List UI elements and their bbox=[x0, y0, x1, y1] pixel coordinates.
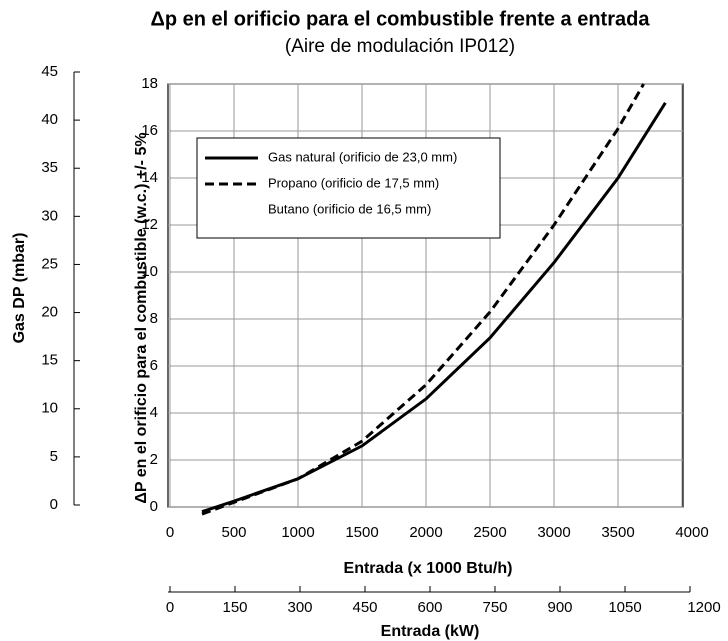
x2-tick-label: 150 bbox=[222, 599, 247, 616]
y2-tick-label: 15 bbox=[41, 352, 58, 369]
x2-tick-label: 600 bbox=[417, 599, 442, 616]
x-tick-label: 1500 bbox=[345, 524, 378, 541]
y2-tick-label: 10 bbox=[41, 400, 58, 417]
x-tick-label: 3500 bbox=[601, 524, 634, 541]
legend-label: Propano (orificio de 17,5 mm) bbox=[268, 175, 439, 190]
x2-tick-label: 300 bbox=[287, 599, 312, 616]
y-tick-label: 8 bbox=[150, 310, 158, 327]
x2-tick-label: 750 bbox=[482, 599, 507, 616]
x2-tick-label: 0 bbox=[166, 599, 174, 616]
x-tick-label: 2500 bbox=[473, 524, 506, 541]
chart-title: Δp en el orificio para el combustible fr… bbox=[151, 8, 651, 30]
y-tick-label: 16 bbox=[141, 122, 158, 139]
y2-tick-label: 25 bbox=[41, 255, 58, 272]
y-tick-label: 2 bbox=[150, 451, 158, 468]
y2-tick-label: 20 bbox=[41, 304, 58, 321]
chart-subtitle: (Aire de modulación IP012) bbox=[285, 36, 515, 57]
x2-tick-label: 1200 bbox=[687, 599, 720, 616]
y-tick-label: 12 bbox=[141, 216, 158, 233]
x-tick-label: 0 bbox=[166, 524, 174, 541]
x-tick-label: 2000 bbox=[409, 524, 442, 541]
x2-tick-label: 450 bbox=[352, 599, 377, 616]
y-tick-label: 0 bbox=[150, 498, 158, 515]
legend-label: Butano (orificio de 16,5 mm) bbox=[268, 201, 431, 216]
y2-tick-label: 45 bbox=[41, 63, 58, 80]
x2-axis-label: Entrada (kW) bbox=[381, 623, 480, 640]
legend-box bbox=[196, 137, 501, 239]
legend-label: Gas natural (orificio de 23,0 mm) bbox=[268, 149, 457, 164]
y2-tick-label: 35 bbox=[41, 159, 58, 176]
x2-tick-label: 900 bbox=[547, 599, 572, 616]
series-line bbox=[201, 83, 645, 516]
x-axis-label: Entrada (x 1000 Btu/h) bbox=[344, 560, 513, 577]
x-tick-label: 3000 bbox=[537, 524, 570, 541]
x-tick-label: 4000 bbox=[675, 524, 708, 541]
y-tick-label: 6 bbox=[150, 357, 158, 374]
y-tick-label: 14 bbox=[141, 169, 158, 186]
x-tick-label: 500 bbox=[221, 524, 246, 541]
y2-axis-label: Gas DP (mbar) bbox=[11, 233, 28, 344]
y-axis-label: ΔP en el orificio para el combustible (w… bbox=[133, 132, 150, 503]
y-tick-label: 18 bbox=[141, 75, 158, 92]
y2-tick-label: 5 bbox=[50, 448, 58, 465]
x2-tick-label: 1050 bbox=[608, 599, 641, 616]
y2-tick-label: 30 bbox=[41, 207, 58, 224]
y2-tick-label: 0 bbox=[50, 496, 58, 513]
y2-tick-label: 40 bbox=[41, 111, 58, 128]
x-tick-label: 1000 bbox=[281, 524, 314, 541]
y-tick-label: 10 bbox=[141, 263, 158, 280]
y-tick-label: 4 bbox=[150, 404, 158, 421]
